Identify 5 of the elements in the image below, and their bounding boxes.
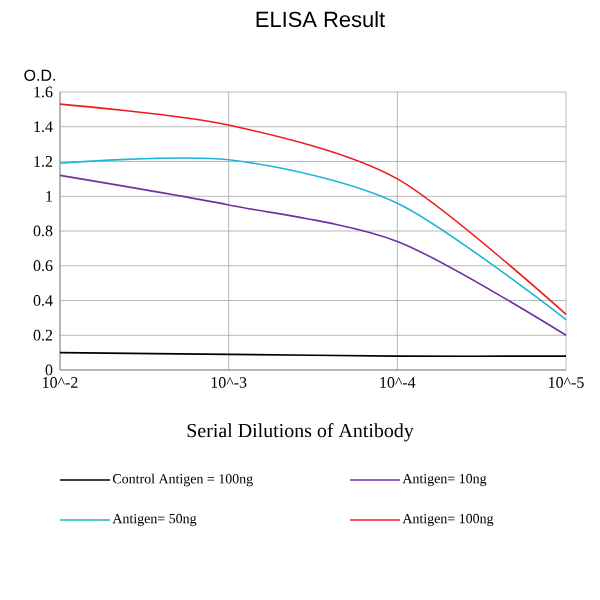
line-series: [59, 174, 567, 337]
x-axis-title: Serial Dilutions of Antibody: [187, 423, 414, 442]
chart-title: ELISA Result: [256, 11, 385, 28]
line-series: [59, 103, 567, 316]
line-series: [59, 157, 567, 321]
